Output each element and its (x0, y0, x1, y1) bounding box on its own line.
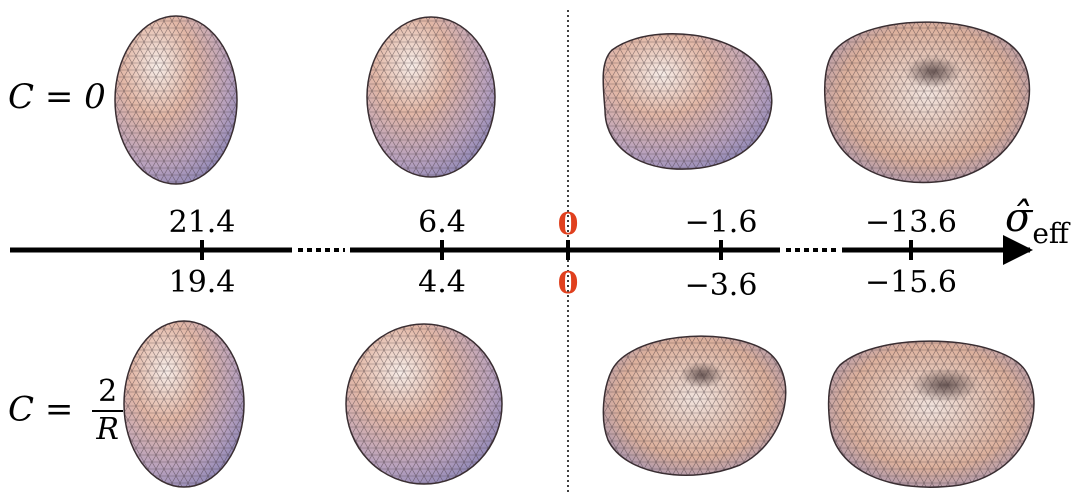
tick-label-bottom-2: 4.4 (418, 265, 466, 300)
shape-top-1 (114, 15, 238, 185)
row-label-bottom: C = 2 R (8, 374, 124, 448)
shape-top-4 (823, 21, 1031, 184)
row-label-bottom-fraction: 2 R (92, 374, 124, 448)
tick-label-top-1: 21.4 (168, 205, 236, 240)
shape-bottom-2 (345, 323, 503, 485)
fraction-numerator: 2 (92, 374, 124, 412)
tick-label-top-4: −13.6 (865, 205, 957, 240)
tick-label-top-3: −1.6 (684, 205, 758, 240)
tick-label-top-2: 6.4 (418, 205, 466, 240)
axis-label-sigma: σ̂ (1005, 195, 1033, 241)
shape-bottom-3 (602, 335, 787, 476)
shape-bottom-1 (123, 320, 245, 488)
fraction-denominator: R (96, 411, 119, 447)
axis-label-subscript: eff (1032, 217, 1069, 250)
tick-label-bottom-3: −3.6 (684, 268, 758, 303)
row-label-top: C = 0 (8, 77, 106, 117)
tick-label-bottom-4: −15.6 (865, 265, 957, 300)
row-label-bottom-prefix: C = (8, 389, 74, 430)
axis-label: σ̂eff (1005, 195, 1069, 248)
shape-bottom-4 (827, 340, 1035, 488)
tick-label-bottom-1: 19.4 (168, 265, 236, 300)
zero-label-bottom: 0 (557, 266, 579, 301)
shape-top-2 (366, 16, 496, 178)
zero-label-top: 0 (557, 207, 579, 242)
shape-top-3 (602, 33, 773, 170)
